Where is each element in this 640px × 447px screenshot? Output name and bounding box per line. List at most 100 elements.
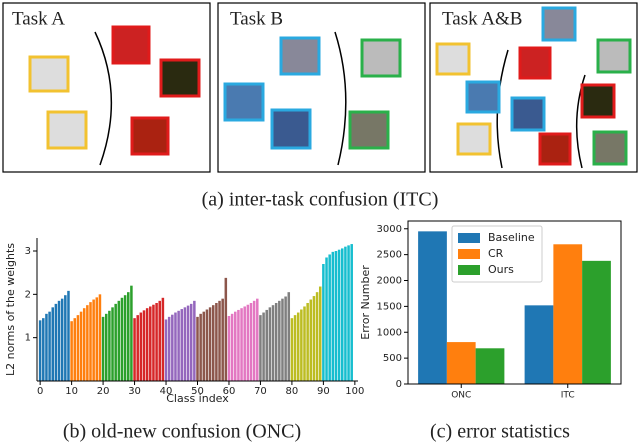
y-tick-label: 2500 xyxy=(377,250,402,261)
bar xyxy=(347,245,350,381)
bar xyxy=(73,318,77,381)
task-box xyxy=(217,2,426,173)
image-tile xyxy=(130,116,170,156)
bar xyxy=(318,286,322,381)
bar xyxy=(167,316,171,381)
bar xyxy=(145,308,149,381)
legend-swatch xyxy=(458,233,480,243)
bar xyxy=(104,313,108,381)
bar xyxy=(92,299,95,381)
x-axis-label: Class index xyxy=(166,392,229,405)
bar xyxy=(274,303,278,381)
bar xyxy=(278,300,281,381)
bar xyxy=(234,311,237,381)
bar xyxy=(57,300,61,381)
bar xyxy=(45,313,48,381)
bar xyxy=(54,303,58,381)
bar xyxy=(582,260,611,384)
bar xyxy=(215,303,218,381)
bar xyxy=(161,297,165,381)
bar xyxy=(221,298,224,381)
boundary xyxy=(334,31,347,166)
bar xyxy=(262,312,265,381)
bar xyxy=(149,306,152,381)
task-box xyxy=(2,2,211,173)
y-tick-label: 2000 xyxy=(377,276,402,287)
bar xyxy=(252,300,256,381)
legend-swatch xyxy=(458,265,480,275)
x-tick-label: 60 xyxy=(223,386,236,397)
bar xyxy=(227,316,231,381)
bar xyxy=(199,313,202,381)
bar xyxy=(183,307,187,381)
image-tile xyxy=(46,110,88,150)
legend-swatch xyxy=(458,249,480,259)
bar xyxy=(101,316,105,381)
bar xyxy=(334,251,338,381)
image-tile xyxy=(510,96,546,132)
bar xyxy=(186,305,190,381)
bar xyxy=(312,296,316,381)
bar xyxy=(315,292,319,381)
bar xyxy=(130,285,133,381)
x-tick-label: 70 xyxy=(254,386,267,397)
bar xyxy=(193,300,196,381)
y-axis-label: Error Number xyxy=(359,265,372,340)
bar xyxy=(341,248,344,381)
bar xyxy=(230,313,234,381)
bar xyxy=(86,305,89,381)
bar xyxy=(224,277,228,381)
bar xyxy=(268,307,272,381)
bar xyxy=(60,298,64,381)
bar xyxy=(328,254,331,381)
x-tick-label: 40 xyxy=(160,386,173,397)
bar xyxy=(114,303,117,381)
bar xyxy=(177,310,180,381)
bar xyxy=(284,296,287,381)
bar xyxy=(300,309,303,381)
x-tick-label: 10 xyxy=(65,386,78,397)
bar xyxy=(446,342,476,384)
legend-label: CR xyxy=(488,247,504,260)
bar xyxy=(344,246,347,381)
image-tile xyxy=(279,36,321,76)
bar xyxy=(208,307,212,381)
caption: (c) error statistics xyxy=(430,421,570,443)
bar xyxy=(237,309,240,381)
x-tick-label: 80 xyxy=(286,386,299,397)
x-tick-label: 100 xyxy=(345,386,364,397)
y-tick-label: 1000 xyxy=(377,327,402,338)
bar xyxy=(82,308,86,381)
bar xyxy=(127,292,130,381)
x-tick-label: 50 xyxy=(191,386,204,397)
image-tile xyxy=(518,46,552,80)
bar xyxy=(76,315,80,381)
y-tick-label: 500 xyxy=(383,353,402,364)
bar xyxy=(108,310,111,381)
bar xyxy=(123,295,127,381)
bar xyxy=(202,311,206,381)
bar xyxy=(524,305,554,384)
task-label: Task A&B xyxy=(442,8,522,29)
bar xyxy=(256,298,259,381)
bar xyxy=(205,309,209,381)
bar xyxy=(418,231,447,384)
bar xyxy=(38,320,42,381)
x-tick-label: ONC xyxy=(451,391,471,401)
x-tick-label: ITC xyxy=(561,391,575,401)
bar xyxy=(281,298,284,381)
caption: (b) old-new confusion (ONC) xyxy=(63,421,301,443)
bar xyxy=(139,312,143,381)
bar xyxy=(337,249,341,381)
image-tile xyxy=(465,80,501,114)
bar xyxy=(218,300,221,381)
x-tick-label: 30 xyxy=(128,386,141,397)
legend-label: Ours xyxy=(488,263,514,276)
image-tile xyxy=(541,6,577,42)
bar xyxy=(306,303,309,381)
y-axis-label: L2 norms of the weights xyxy=(4,243,17,376)
bar xyxy=(79,311,83,381)
x-tick-label: 0 xyxy=(37,386,43,397)
bar xyxy=(171,314,174,381)
bar xyxy=(48,311,51,381)
